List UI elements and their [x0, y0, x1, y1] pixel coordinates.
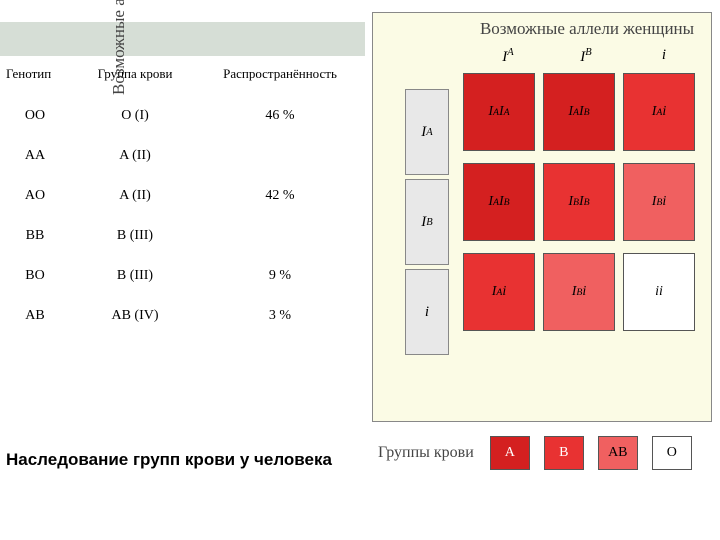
col-headers: IAIBi — [469, 47, 703, 66]
table-row: OOO (I)46 % — [0, 96, 370, 136]
title-male: Возможные аллели мужчины — [109, 0, 369, 95]
punnett-cell: IAi — [463, 253, 535, 331]
punnett-panel: Возможные аллели женщины Возможные аллел… — [372, 12, 712, 422]
cell-genotype: AA — [0, 148, 70, 164]
genotype-table: Генотип Группа крови Распространённость … — [0, 58, 370, 336]
cell-prev — [200, 228, 360, 244]
cell-genotype: OO — [0, 108, 70, 124]
title-female: Возможные аллели женщины — [469, 19, 705, 39]
table-row: BOB (III)9 % — [0, 256, 370, 296]
punnett-cell: IBi — [623, 163, 695, 241]
cell-group: A (II) — [70, 148, 200, 164]
cell-genotype: BO — [0, 268, 70, 284]
legend-label: Группы крови — [378, 444, 474, 462]
row-header: IA — [405, 89, 449, 175]
row-headers: IAIBi — [405, 89, 449, 359]
legend-swatch: AB — [598, 436, 638, 470]
cell-genotype: AB — [0, 308, 70, 324]
cell-genotype: BB — [0, 228, 70, 244]
col-header: IB — [547, 47, 625, 66]
table-row: AAA (II) — [0, 136, 370, 176]
cell-prev: 46 % — [200, 108, 360, 124]
legend-swatch: A — [490, 436, 530, 470]
punnett-cell: IBIB — [543, 163, 615, 241]
punnett-cell: IBi — [543, 253, 615, 331]
punnett-cell: ii — [623, 253, 695, 331]
punnett-cell: IAIA — [463, 73, 535, 151]
col-header: IA — [469, 47, 547, 66]
cell-prev — [200, 148, 360, 164]
punnett-cell: IAIB — [463, 163, 535, 241]
cell-prev: 42 % — [200, 188, 360, 204]
hdr-genotype: Генотип — [0, 66, 70, 82]
row-header: IB — [405, 179, 449, 265]
caption: Наследование групп крови у человека — [6, 450, 346, 470]
cell-group: B (III) — [70, 228, 200, 244]
legend-swatch: O — [652, 436, 692, 470]
cell-prev: 3 % — [200, 308, 360, 324]
cell-group: B (III) — [70, 268, 200, 284]
punnett-cell: IAi — [623, 73, 695, 151]
row-header: i — [405, 269, 449, 355]
cell-group: AB (IV) — [70, 308, 200, 324]
cell-group: A (II) — [70, 188, 200, 204]
cell-genotype: AO — [0, 188, 70, 204]
legend-swatch: B — [544, 436, 584, 470]
table-row: ABAB (IV)3 % — [0, 296, 370, 336]
punnett-cell: IAIB — [543, 73, 615, 151]
legend: Группы крови AB AB O — [378, 436, 692, 470]
table-row: BBB (III) — [0, 216, 370, 256]
table-row: AOA (II)42 % — [0, 176, 370, 216]
cell-prev: 9 % — [200, 268, 360, 284]
cell-group: O (I) — [70, 108, 200, 124]
col-header: i — [625, 47, 703, 66]
